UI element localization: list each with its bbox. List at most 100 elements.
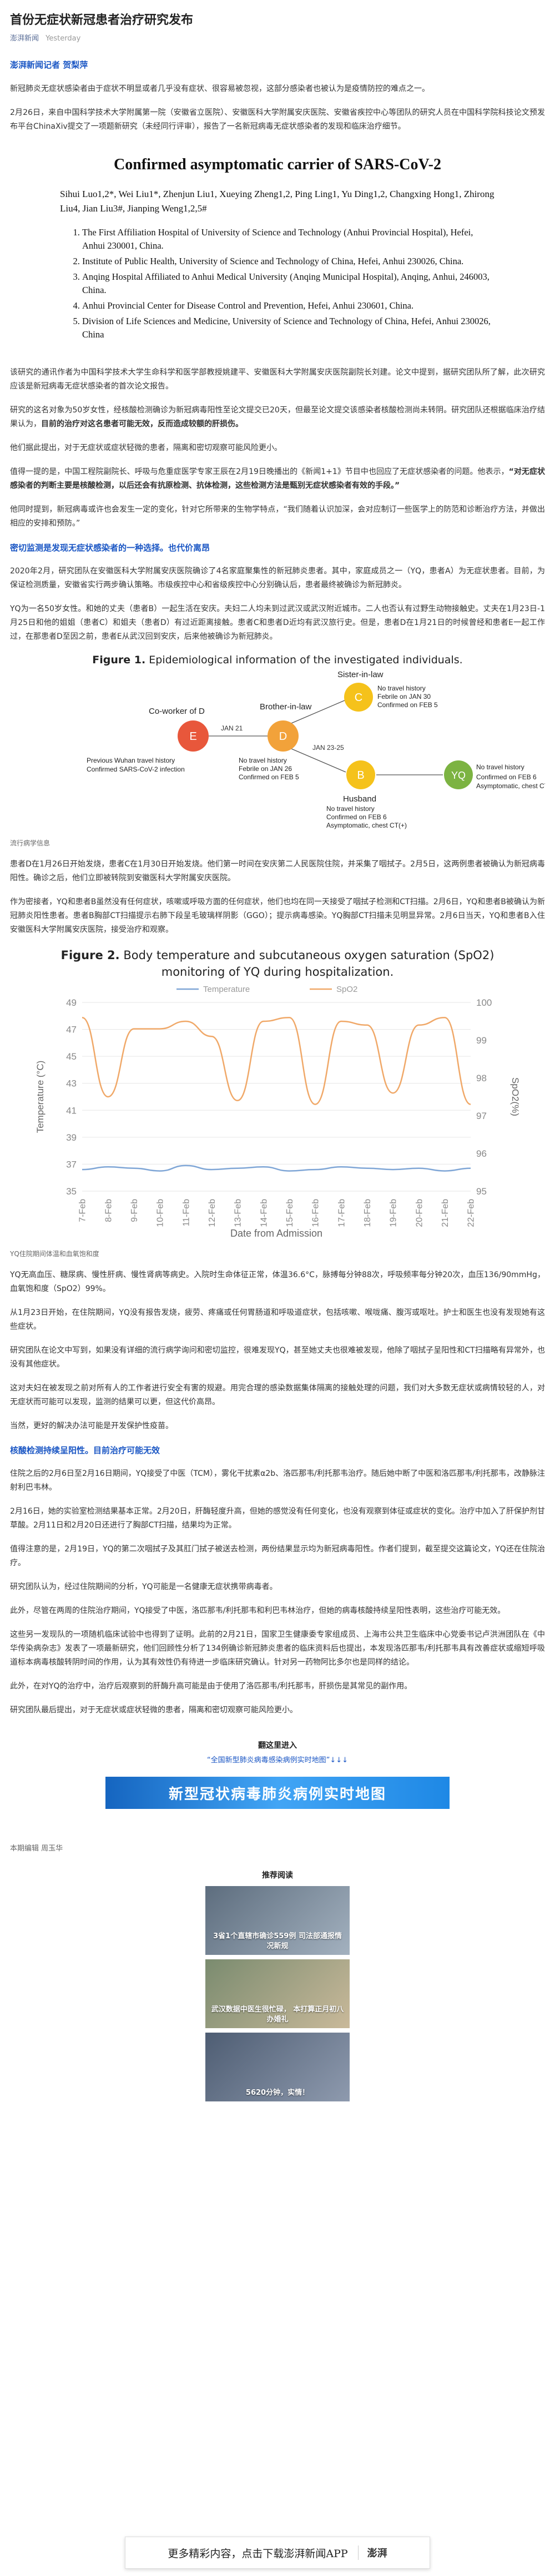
node-b-label: Asymptomatic, chest CT(+): [326, 821, 407, 829]
legend-label: SpO2: [336, 985, 357, 994]
node-c-letter: C: [355, 692, 362, 704]
x-tick-label: 7-Feb: [78, 1199, 88, 1222]
x-tick-label: 12-Feb: [208, 1199, 217, 1227]
series-line-temperature: [82, 1165, 471, 1172]
node-e-label: Previous Wuhan travel history: [87, 757, 175, 764]
y-tick-label: 49: [66, 997, 77, 1008]
recommended-heading: 推荐阅读: [262, 1871, 293, 1880]
x-tick-label: 8-Feb: [104, 1199, 113, 1222]
paragraph: 他们据此提出，对于无症状或症状轻微的患者，隔离和密切观察可能风险更小。: [10, 443, 282, 452]
x-tick-label: 16-Feb: [311, 1199, 321, 1227]
y-tick-label: 41: [66, 1105, 77, 1116]
figure-1-label: Figure 1.: [92, 654, 146, 666]
y-tick-label: 47: [66, 1025, 77, 1035]
affiliation-item: Anqing Hospital Affiliated to Anhui Medi…: [82, 270, 495, 297]
recommended-list: 3省1个直辖市确诊559例 司法部通报情况新规 武汉数据中医生很忙碌， 本打算正…: [0, 1886, 555, 2101]
paragraph: 该研究的通讯作者为中国科学技术大学生命科学和医学部教授姚建平、安徽医科大学附属安…: [10, 368, 545, 391]
y-tick-label: 43: [66, 1078, 77, 1089]
temperature-spo2-chart: Temperature SpO2 35 37 39 41 43 45 47 49 95 96 97 98 9…: [35, 985, 521, 1239]
x-tick-label: 13-Feb: [234, 1199, 243, 1227]
node-d-letter: D: [279, 730, 287, 743]
paragraph: YQ为一名50岁女性。和她的丈夫（患者B）一起生活在安庆。夫妇二人均未到过武汉或…: [10, 604, 545, 641]
recommended-item[interactable]: 5620分钟，实情！: [205, 2033, 350, 2101]
x-tick-label: 17-Feb: [337, 1199, 346, 1227]
section-heading: 核酸检测持续呈阳性。目前治疗可能无效: [10, 1445, 160, 1455]
recommended-item[interactable]: 3省1个直辖市确诊559例 司法部通报情况新规: [205, 1886, 350, 1955]
node-yq-label: No travel history: [476, 763, 524, 771]
affiliation-item: The First Affiliation Hospital of Univer…: [82, 226, 495, 253]
recommended-item-caption: 3省1个直辖市确诊559例 司法部通报情况新规: [213, 1932, 342, 1950]
recommended-item-caption: 5620分钟，实情！: [245, 2089, 310, 2097]
series-line-spo2: [82, 1016, 471, 1105]
map-banner[interactable]: 新型冠状病毒肺炎病例实时地图: [105, 1777, 450, 1809]
node-c-label: Confirmed on FEB 5: [377, 701, 438, 709]
epidemiology-diagram: JAN 21 Brother-in-law JAN 23-25 E Co-wor…: [87, 670, 555, 829]
paragraph: 他同时提到，新冠病毒或许也会发生一定的变化，针对它所带来的生物学特点，“我们随着…: [10, 505, 545, 528]
paper-affiliations: The First Affiliation Hospital of Univer…: [60, 226, 495, 341]
figure-1-title: Figure 1. Epidemiological information of…: [10, 654, 545, 666]
map-banner-text: 新型冠状病毒肺炎病例实时地图: [168, 1786, 386, 1803]
figure-1: Figure 1. Epidemiological information of…: [10, 654, 555, 833]
node-b-relation: Husband: [343, 794, 376, 804]
figure-caption: YQ住院期间体温和血氧饱和度: [10, 1250, 99, 1258]
y2-tick-label: 96: [476, 1148, 487, 1159]
node-d: [268, 720, 299, 752]
node-c-label: Febrile on JAN 30: [377, 693, 431, 700]
paragraph: 研究团队认为，经过住院期间的分析，YQ可能是一名健康无症状携带病毒者。: [10, 1582, 278, 1591]
node-yq-label: Asymptomatic, chest CT(-): [476, 782, 545, 790]
edge-d-b: [287, 747, 346, 773]
node-yq: [444, 760, 473, 789]
figure-2-label: Figure 2.: [60, 949, 120, 962]
figure-2-title-text: Body temperature and subcutaneous oxygen…: [119, 949, 495, 979]
paragraph-emphasis: “对无症状感染者的判断主要是核酸检测，以后还会有抗原检测、抗体检测，这些检测方法…: [10, 467, 546, 490]
paragraph-text: 研究的这名对象为50岁女性，经核酸检测确诊为新冠病毒阳性至论文提交已20天，但最…: [10, 406, 545, 429]
x-tick-label: 11-Feb: [181, 1199, 191, 1227]
map-link[interactable]: “全国新型肺炎病毒感染病例实时地图”↓↓↓: [206, 1756, 349, 1765]
article-source-link[interactable]: 澎湃新闻: [10, 34, 39, 43]
node-b-letter: B: [357, 769, 364, 782]
y2-tick-label: 97: [476, 1111, 487, 1121]
edge-d-c: [287, 699, 346, 725]
y-tick-label: 39: [66, 1132, 77, 1143]
paragraph: 2月16日，她的实验室检测结果基本正常。2月20日，肝酶轻度升高，但她的感觉没有…: [10, 1507, 545, 1530]
paragraph: 研究的这名对象为50岁女性，经核酸检测确诊为新冠病毒阳性至论文提交已20天，但最…: [10, 404, 545, 431]
app-logo: 澎湃: [357, 2545, 387, 2560]
paper-authors: Sihui Luo1,2*, Wei Liu1*, Zhenjun Liu1, …: [60, 189, 495, 214]
y2-tick-label: 99: [476, 1035, 487, 1046]
paragraph: 住院之后的2月6日至2月16日期间，YQ接受了中医（TCM），雾化干扰素α2b、…: [10, 1469, 545, 1492]
download-app-bar[interactable]: 更多精彩内容，点击下载澎湃新闻APP 澎湃: [125, 2537, 430, 2569]
node-d-label: Confirmed on FEB 5: [239, 773, 299, 781]
x-tick-label: 20-Feb: [415, 1199, 424, 1227]
x-tick-label: 9-Feb: [130, 1199, 139, 1222]
paragraph: 这些另一发现队的一项随机临床试验中也得到了证明。此前的2月21日，国家卫生健康委…: [10, 1630, 545, 1667]
paragraph: 值得一提的是，中国工程院副院长、呼吸与危重症医学专家王辰在2月19日晚播出的《新…: [10, 465, 545, 493]
x-tick-label: 19-Feb: [389, 1199, 398, 1227]
x-tick-label: 14-Feb: [259, 1199, 269, 1227]
paragraph: 研究团队在论文中写到，如果没有详细的流行病学询问和密切监控，很难发现YQ，甚至她…: [10, 1346, 545, 1369]
recommended-reading: 推荐阅读 3省1个直辖市确诊559例 司法部通报情况新规 武汉数据中医生很忙碌，…: [0, 1869, 555, 2101]
paragraph: 患者D在1月26日开始发烧，患者C在1月30日开始发烧。他们第一时间在安庆第二人…: [10, 860, 545, 883]
paragraph-text: 值得一提的是，中国工程院副院长、呼吸与危重症医学专家王辰在2月19日晚播出的《新…: [10, 467, 509, 476]
affiliation-item: Institute of Public Health, University o…: [82, 255, 495, 268]
article-time: Yesterday: [46, 34, 81, 43]
section-heading: 密切监测是发现无症状感染者的一种选择。也代价离昂: [10, 543, 210, 553]
node-b-label: Confirmed on FEB 6: [326, 813, 387, 821]
x-tick-label: 18-Feb: [363, 1199, 372, 1227]
article-header: 首份无症状新冠患者治疗研究发布 澎湃新闻 Yesterday: [0, 0, 555, 48]
y2-tick-label: 95: [476, 1186, 487, 1197]
edge-d-c-label: Brother-in-law: [260, 702, 312, 712]
paragraph: 值得注意的是，2月19日，YQ的第二次咽拭子及其肛门拭子被送去检测，两份结果显示…: [10, 1545, 545, 1567]
byline: 澎湃新闻记者 贺梨萍: [10, 60, 88, 70]
recommended-item-caption: 武汉数据中医生很忙碌， 本打算正月初八办婚礼: [211, 2005, 344, 2024]
y2-tick-label: 98: [476, 1073, 487, 1083]
paragraph: 新冠肺炎无症状感染者由于症状不明显或者几乎没有症状、很容易被忽视，这部分感染者也…: [10, 84, 430, 93]
article-meta: 澎湃新闻 Yesterday: [10, 32, 545, 43]
node-yq-letter: YQ: [451, 770, 466, 781]
paragraph: 研究团队最后提出，对于无症状或症状轻微的患者，隔离和密切观察可能风险更小。: [10, 1706, 297, 1715]
article-body: 澎湃新闻记者 贺梨萍 新冠肺炎无症状感染者由于症状不明显或者几乎没有症状、很容易…: [0, 58, 555, 1809]
recommended-item[interactable]: 武汉数据中医生很忙碌， 本打算正月初八办婚礼: [205, 1959, 350, 2028]
download-app-text: 更多精彩内容，点击下载澎湃新闻APP: [168, 2547, 348, 2560]
y2-tick-label: 100: [476, 997, 492, 1008]
node-e-label: Confirmed SARS-CoV-2 infection: [87, 765, 185, 773]
